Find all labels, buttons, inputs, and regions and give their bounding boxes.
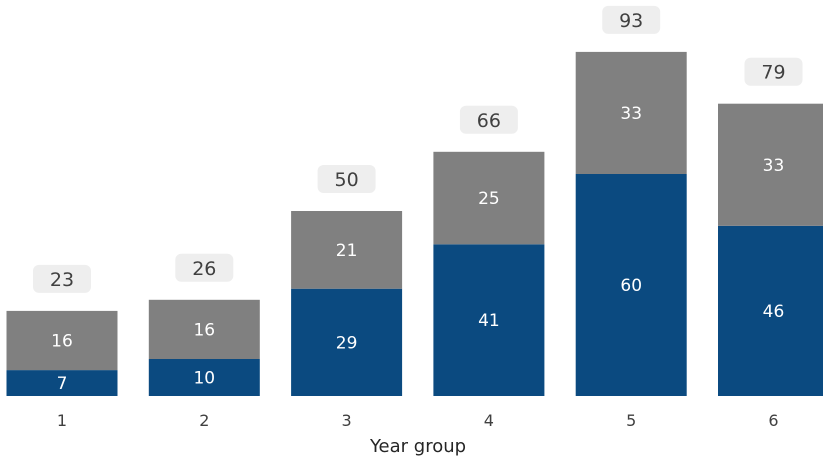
- total-label-box-6: [744, 57, 803, 86]
- data-label-5-series-2: 33: [620, 104, 642, 124]
- bar-segment-6-series-1: [718, 225, 823, 396]
- x-tick-label-2: 2: [199, 411, 209, 430]
- x-tick-label-3: 3: [342, 411, 352, 430]
- bar-segment-6-series-2: [718, 103, 823, 226]
- bars-layer: [6, 51, 823, 396]
- data-label-4-series-1: 41: [478, 311, 500, 331]
- total-label-5: 93: [619, 10, 643, 32]
- data-label-3-series-1: 29: [336, 333, 358, 353]
- data-label-3-series-2: 21: [336, 241, 358, 261]
- total-label-2: 26: [192, 258, 216, 280]
- bar-segment-1-series-1: [6, 370, 118, 396]
- bar-segment-4-series-2: [433, 151, 545, 245]
- data-label-6-series-1: 46: [763, 302, 785, 322]
- data-label-4-series-2: 25: [478, 189, 500, 209]
- x-tick-label-5: 5: [626, 411, 636, 430]
- total-label-box-5: [602, 5, 661, 34]
- x-tick-label-1: 1: [57, 411, 67, 430]
- data-label-1-series-1: 7: [57, 374, 68, 394]
- total-label-3: 50: [335, 169, 359, 191]
- total-label-6: 79: [761, 62, 785, 84]
- bar-segment-3-series-2: [291, 211, 403, 289]
- bar-segment-2-series-1: [148, 359, 260, 396]
- bar-segment-1-series-2: [6, 310, 118, 371]
- x-tick-label-6: 6: [768, 411, 778, 430]
- data-label-1-series-2: 16: [51, 332, 73, 352]
- total-label-box-4: [459, 105, 518, 134]
- x-tick-label-4: 4: [484, 411, 494, 430]
- labels-layer: 7 16 23 10 16 26 29 21 50 41 25 66 60 33 93 46 33 79: [33, 5, 803, 394]
- bar-segment-4-series-1: [433, 244, 545, 396]
- data-label-2-series-1: 10: [193, 369, 215, 389]
- x-axis-ticks: 1 2 3 4 5 6: [57, 411, 779, 430]
- data-label-2-series-2: 16: [193, 320, 215, 340]
- bar-segment-5-series-2: [575, 51, 687, 174]
- data-label-6-series-2: 33: [763, 156, 785, 176]
- x-axis-title: Year group: [369, 436, 466, 457]
- total-label-box-2: [175, 253, 234, 282]
- data-label-5-series-1: 60: [620, 276, 642, 296]
- total-label-box-1: [33, 264, 91, 293]
- total-label-box-3: [317, 165, 376, 193]
- total-label-4: 66: [477, 110, 501, 132]
- total-label-1: 23: [50, 269, 74, 291]
- bar-segment-2-series-2: [148, 299, 260, 359]
- bar-segment-5-series-1: [575, 174, 687, 396]
- bar-segment-3-series-1: [291, 288, 403, 396]
